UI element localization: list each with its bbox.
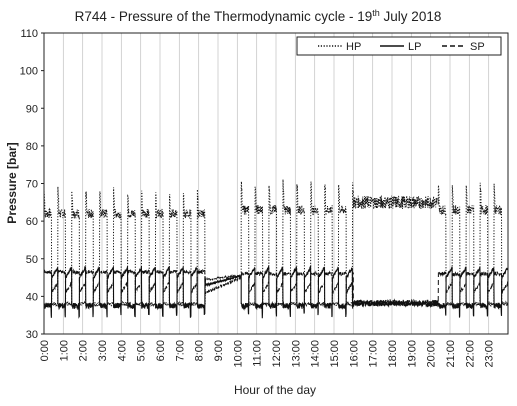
x-tick-label: 8:00 <box>194 340 206 361</box>
y-tick-label: 40 <box>26 291 38 303</box>
x-tick-label: 4:00 <box>116 340 128 361</box>
y-axis-label: Pressure [bar] <box>5 142 19 223</box>
gridlines <box>62 33 490 334</box>
x-tick-labels: 0:00 1:00 2:00 3:00 4:00 5:00 6:00 7:00 8:00 9:00… <box>39 340 496 368</box>
x-tick-label: 20:00 <box>426 340 438 368</box>
series-line-lp <box>43 264 509 319</box>
series-line-sp <box>43 268 509 307</box>
chart-title-superscript: th <box>372 8 380 18</box>
y-tick-label: 100 <box>20 66 38 78</box>
x-tick-label: 18:00 <box>387 340 399 368</box>
y-tick-label: 30 <box>26 329 38 341</box>
x-tick-label: 14:00 <box>310 340 322 368</box>
x-tick-label: 16:00 <box>348 340 360 368</box>
series-lines <box>43 179 509 319</box>
x-tick-label: 13:00 <box>290 340 302 368</box>
x-tick-label: 9:00 <box>213 340 225 361</box>
chart-title-suffix: July 2018 <box>380 9 442 24</box>
y-tick-labels: 30 40 50 60 70 80 90 100 110 <box>20 28 38 341</box>
x-tick-label: 19:00 <box>406 340 418 368</box>
x-tick-label: 21:00 <box>445 340 457 368</box>
chart-title-main: R744 - Pressure of the Thermodynamic cyc… <box>75 9 373 24</box>
y-tick-label: 90 <box>26 103 38 115</box>
x-tick-label: 11:00 <box>252 340 264 367</box>
axes <box>41 32 509 335</box>
x-tick-label: 10:00 <box>232 340 244 368</box>
x-tick-label: 5:00 <box>136 340 148 361</box>
x-tick-label: 23:00 <box>484 340 496 368</box>
x-tick-label: 12:00 <box>271 340 283 368</box>
legend-label-lp: LP <box>408 41 421 53</box>
legend-label-hp: HP <box>346 41 361 53</box>
y-tick-label: 80 <box>26 141 38 153</box>
legend: HP LP SP <box>296 36 502 56</box>
x-tick-label: 15:00 <box>329 340 341 368</box>
y-tick-label: 50 <box>26 254 38 266</box>
x-tick-label: 2:00 <box>78 340 90 361</box>
legend-label-sp: SP <box>470 41 485 53</box>
x-tick-label: 7:00 <box>174 340 186 361</box>
x-axis-label: Hour of the day <box>234 383 316 397</box>
y-tick-label: 110 <box>20 28 38 40</box>
legend-items: HP LP SP <box>318 41 485 53</box>
x-tick-label: 17:00 <box>368 340 380 368</box>
x-tick-label: 6:00 <box>155 340 167 361</box>
x-tick-label: 0:00 <box>39 340 51 361</box>
y-tick-label: 70 <box>26 179 38 191</box>
x-tick-label: 3:00 <box>97 340 109 361</box>
chart-title: R744 - Pressure of the Thermodynamic cyc… <box>75 8 442 24</box>
x-tick-label: 1:00 <box>58 340 70 361</box>
y-tick-label: 60 <box>26 216 38 228</box>
x-tick-label: 22:00 <box>464 340 476 368</box>
